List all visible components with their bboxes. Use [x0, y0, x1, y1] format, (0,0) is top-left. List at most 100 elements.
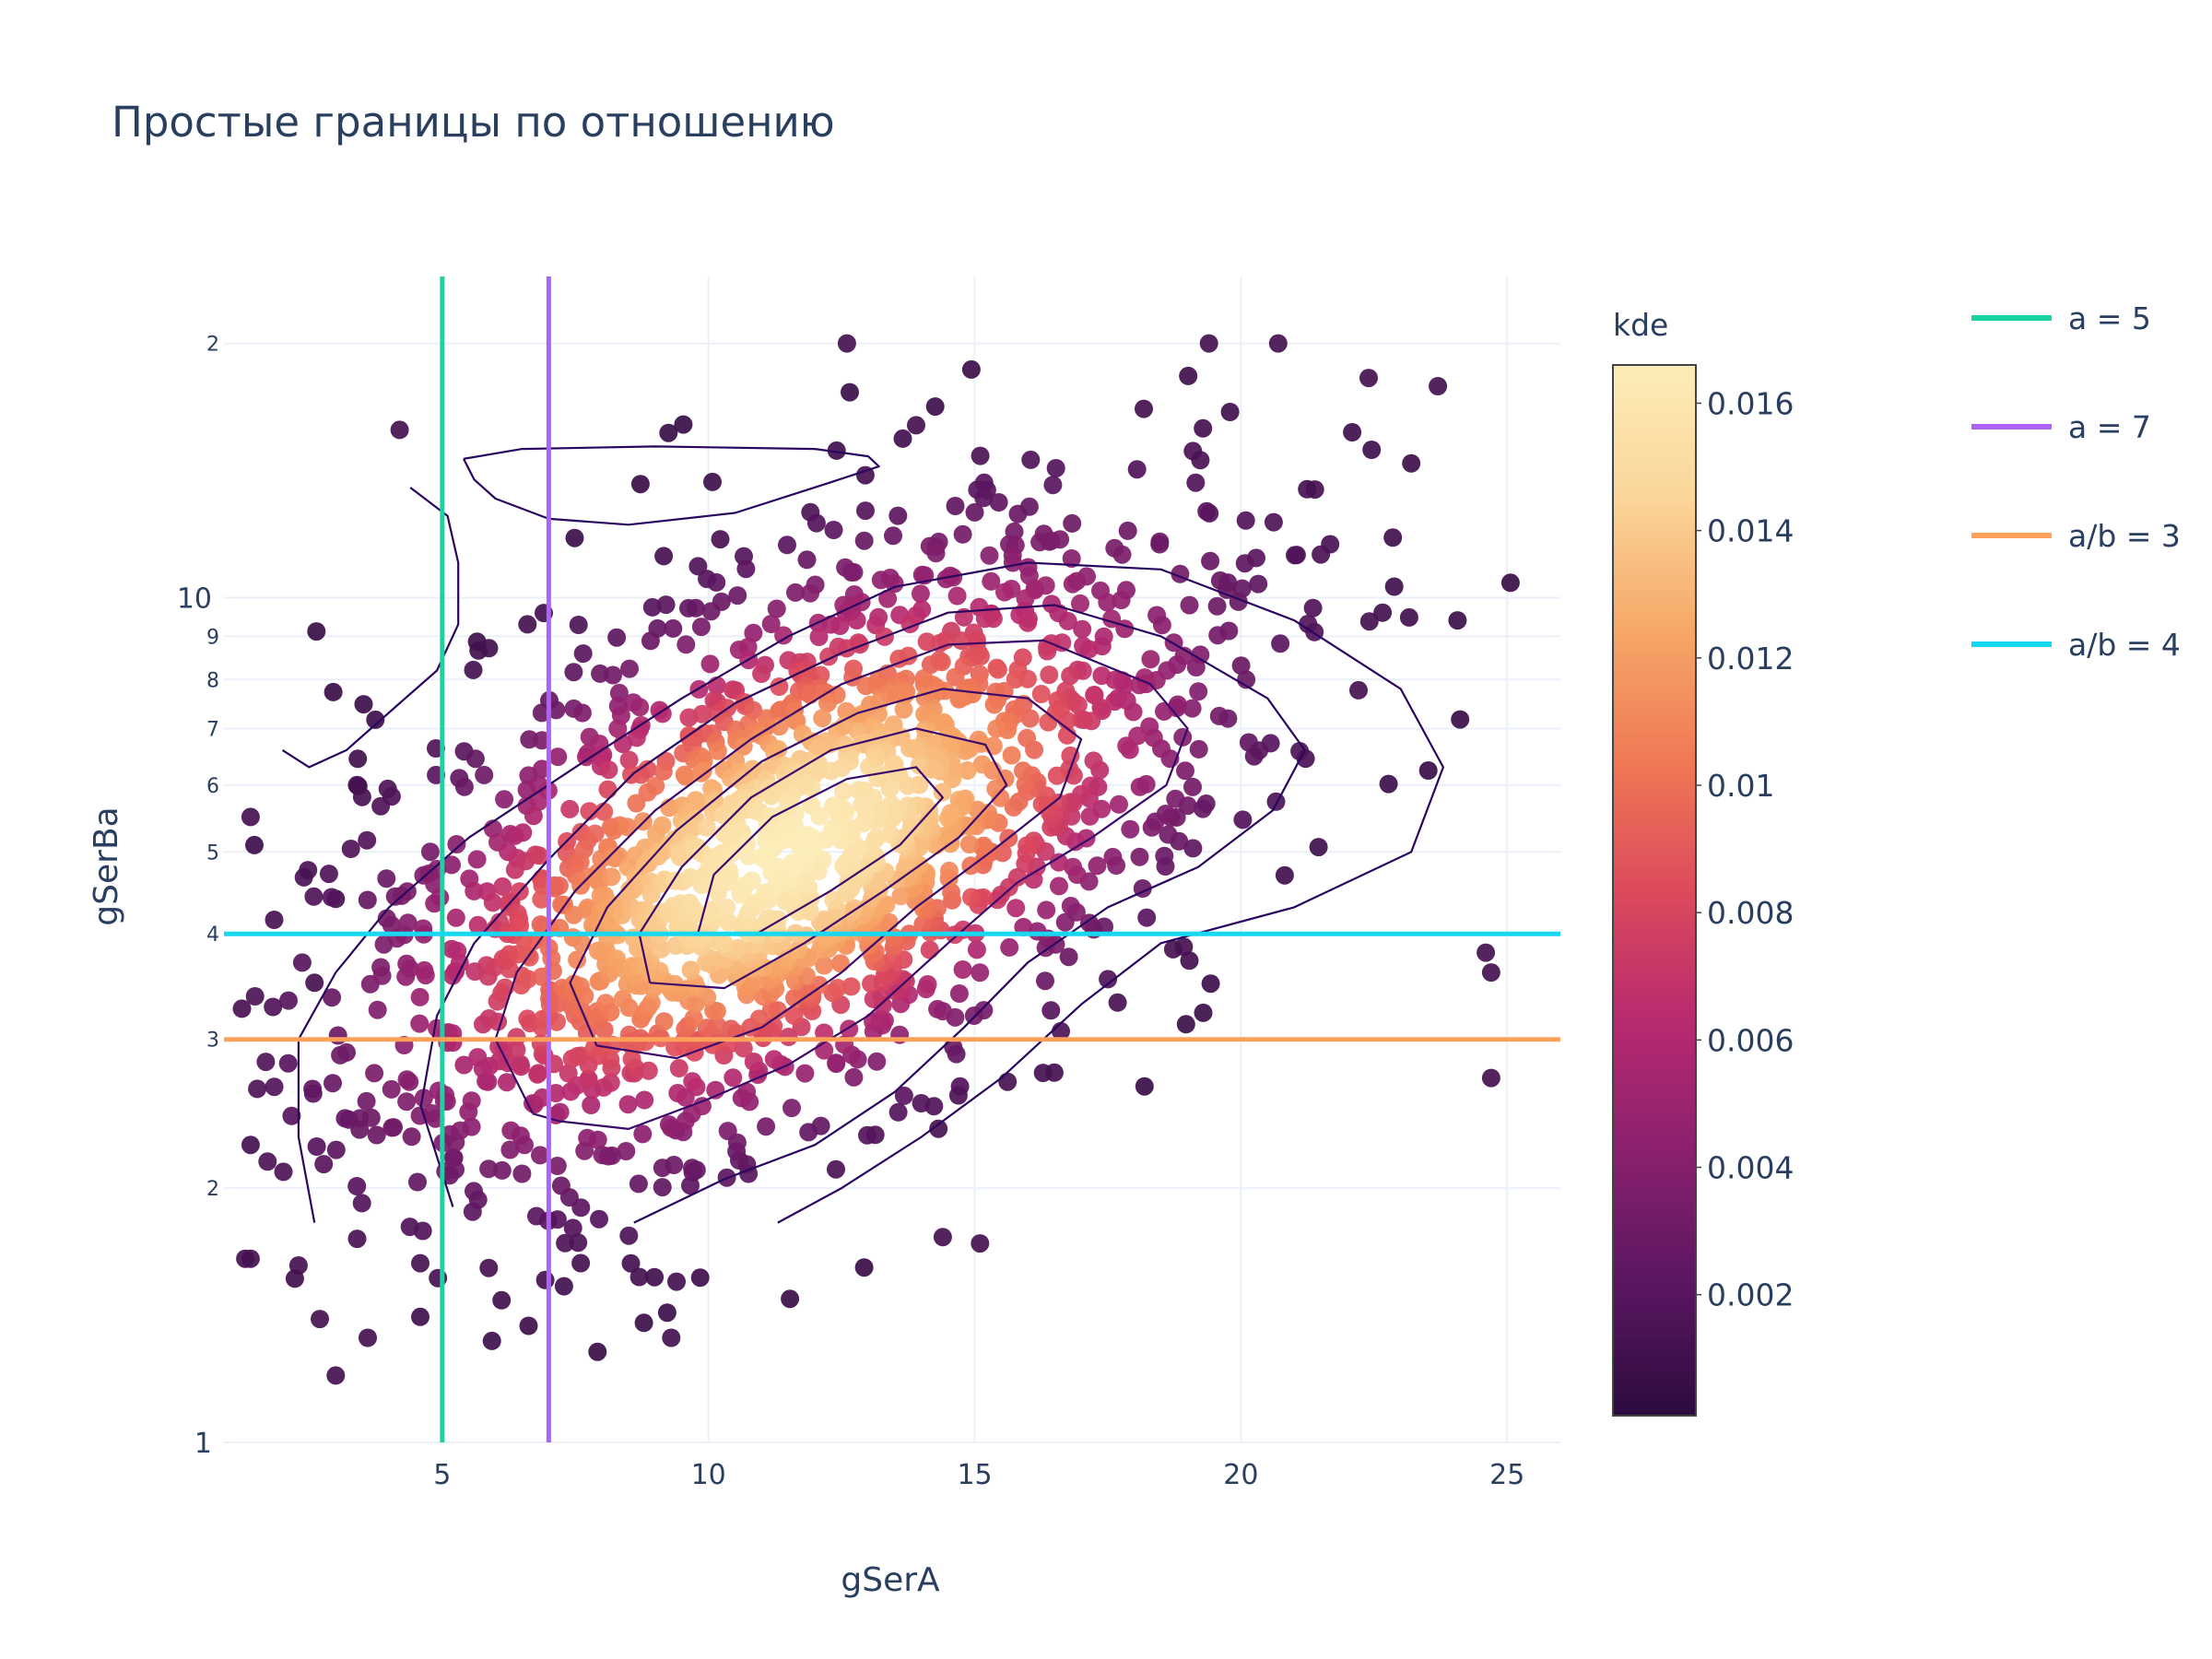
- data-point: [366, 710, 385, 729]
- data-point: [245, 987, 265, 1006]
- data-point: [841, 382, 859, 402]
- data-point: [420, 842, 440, 862]
- data-point: [1210, 571, 1230, 590]
- data-point: [627, 794, 646, 813]
- data-point: [1020, 709, 1040, 728]
- data-point: [411, 1307, 429, 1326]
- data-point: [358, 830, 377, 850]
- data-point: [656, 595, 676, 615]
- data-point: [1062, 549, 1081, 568]
- data-point: [1072, 710, 1091, 729]
- data-point: [645, 1267, 665, 1287]
- data-point: [1004, 797, 1023, 817]
- data-point: [991, 885, 1010, 904]
- data-point: [430, 888, 450, 907]
- data-point: [1121, 819, 1140, 839]
- legend-item[interactable]: a = 7: [1971, 409, 2151, 445]
- data-point: [719, 912, 738, 932]
- data-point: [1155, 846, 1174, 865]
- data-point: [492, 1290, 512, 1310]
- data-point: [1290, 742, 1310, 760]
- data-point: [232, 999, 252, 1018]
- data-point: [622, 1050, 641, 1069]
- legend-item[interactable]: a = 5: [1971, 300, 2151, 336]
- data-point: [1014, 761, 1032, 781]
- legend-item[interactable]: a/b = 4: [1971, 627, 2181, 663]
- data-point: [653, 704, 672, 724]
- data-point: [761, 615, 781, 633]
- data-point: [1103, 847, 1123, 866]
- data-point: [1180, 951, 1199, 971]
- data-point: [837, 334, 856, 353]
- data-point: [400, 959, 419, 978]
- data-point: [324, 1074, 342, 1093]
- data-point: [821, 761, 841, 781]
- data-point: [1359, 369, 1378, 388]
- data-point: [518, 1009, 537, 1029]
- data-point: [307, 622, 326, 641]
- data-point: [377, 869, 396, 888]
- kde-contour-line: [494, 639, 1189, 1130]
- data-point: [891, 887, 911, 906]
- data-point: [757, 1117, 776, 1136]
- data-point: [947, 586, 967, 606]
- data-point: [830, 954, 850, 973]
- data-point: [742, 871, 761, 890]
- data-point: [1264, 512, 1283, 532]
- data-point: [700, 654, 720, 674]
- data-point: [1176, 1015, 1195, 1034]
- data-point: [782, 1099, 801, 1118]
- data-point: [1006, 670, 1025, 688]
- data-point: [620, 659, 639, 678]
- data-point: [834, 782, 853, 801]
- data-point: [900, 738, 919, 758]
- data-point: [446, 908, 465, 927]
- kde-contour-line: [297, 561, 1444, 1224]
- data-point: [824, 890, 843, 910]
- data-point: [479, 639, 499, 658]
- data-point: [786, 582, 805, 602]
- data-point: [974, 836, 994, 855]
- data-point: [998, 1072, 1018, 1091]
- data-point: [734, 1039, 753, 1058]
- data-point: [1058, 611, 1077, 630]
- data-point: [867, 1052, 887, 1071]
- colorbar-gradient: [1612, 364, 1697, 1417]
- data-point: [1199, 334, 1218, 353]
- kde-contour-line: [569, 688, 1083, 1060]
- data-point: [864, 1012, 883, 1031]
- data-point: [744, 623, 763, 642]
- data-point: [768, 857, 787, 877]
- data-point: [1152, 616, 1171, 635]
- data-point: [1194, 418, 1213, 438]
- data-point: [965, 502, 984, 522]
- data-point: [953, 960, 972, 979]
- data-point: [518, 970, 537, 989]
- legend-item[interactable]: a/b = 3: [1971, 518, 2181, 554]
- data-point: [824, 521, 843, 539]
- data-point: [995, 582, 1014, 602]
- colorbar-tick-label: 0.004: [1707, 1150, 1794, 1186]
- data-point: [627, 728, 646, 747]
- data-point: [933, 1228, 952, 1247]
- data-point: [949, 689, 969, 709]
- data-point: [569, 616, 588, 634]
- data-point: [571, 1253, 591, 1273]
- legend-label: a = 5: [2068, 300, 2151, 336]
- data-point: [982, 571, 1001, 591]
- data-point: [1141, 650, 1160, 669]
- data-point: [930, 633, 949, 653]
- data-point: [949, 984, 969, 1003]
- data-point: [547, 1012, 566, 1031]
- data-point: [789, 940, 808, 959]
- data-point: [322, 888, 341, 907]
- data-point: [400, 1072, 419, 1091]
- data-point: [764, 1050, 783, 1069]
- data-point: [1303, 598, 1323, 618]
- data-point: [631, 765, 651, 784]
- data-point: [827, 441, 846, 460]
- data-point: [1349, 680, 1368, 700]
- data-point: [617, 1142, 636, 1160]
- legend: a = 5 a = 7 a/b = 3 a/b = 4: [1971, 300, 2181, 663]
- data-point: [352, 1194, 371, 1213]
